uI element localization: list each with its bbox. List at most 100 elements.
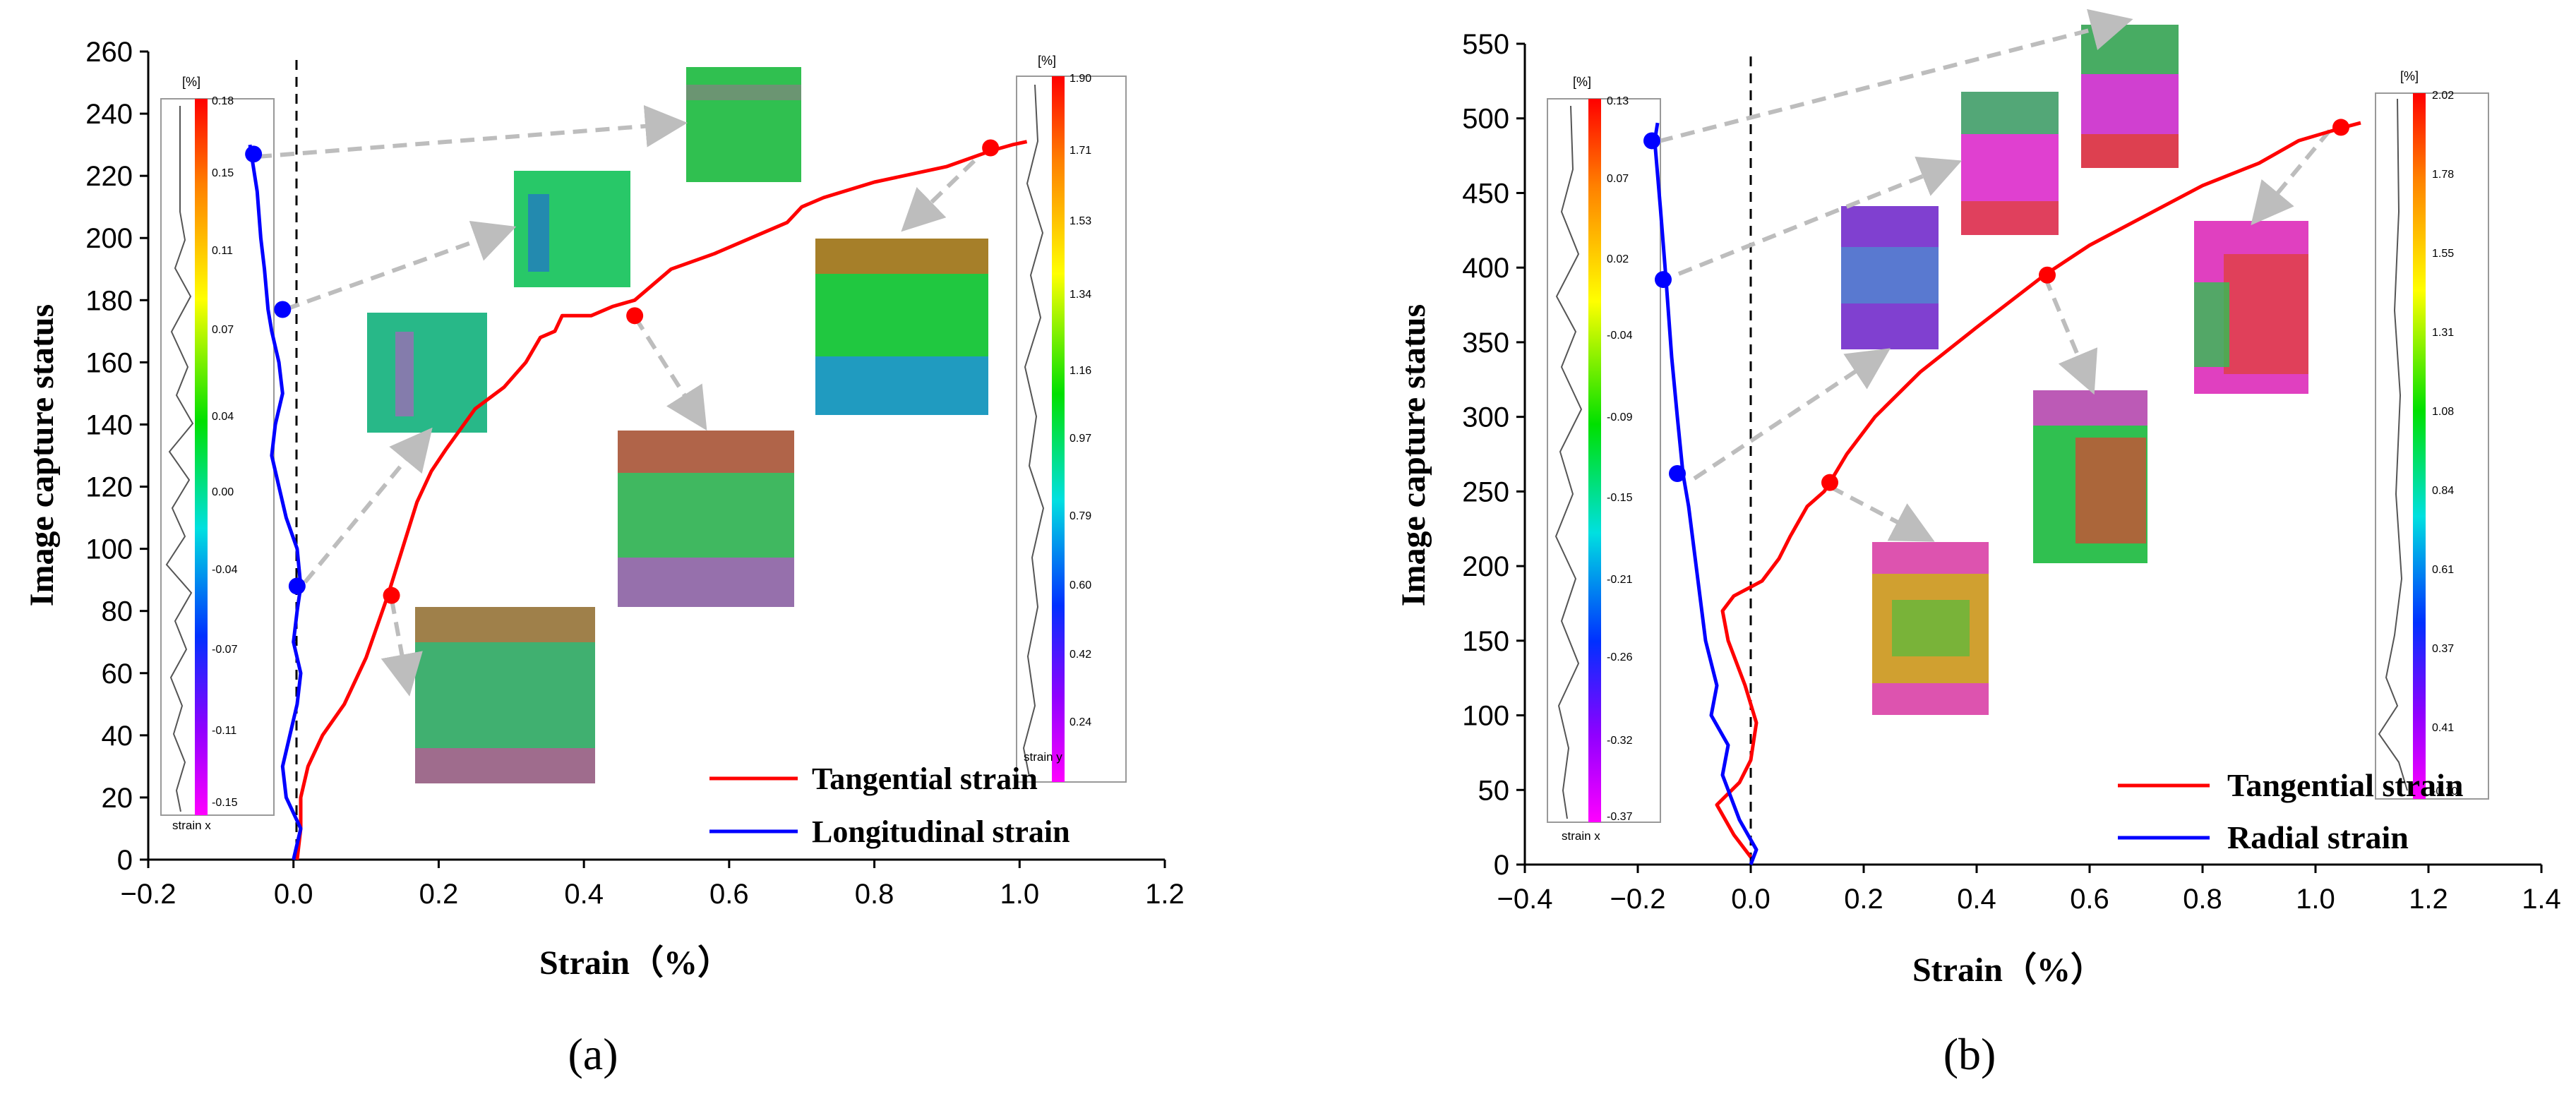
colorbar-tick: 0.41	[2432, 722, 2454, 734]
panel-b-arrows	[1658, 8, 2332, 542]
colorbar-label: strain x	[1562, 829, 1600, 843]
colorbar-tick: 0.15	[212, 167, 234, 179]
arrow	[257, 104, 688, 159]
panel-a-y-tick-label: 120	[85, 472, 133, 503]
panel-b-x-axis-title: Strain（%）	[1912, 951, 2104, 989]
colorbar-tick: 0.60	[1070, 579, 1091, 591]
strain-map-image	[815, 356, 988, 415]
strain-map-image	[1841, 247, 1939, 303]
arrow	[1693, 348, 1891, 481]
strain-map-image	[2081, 25, 2179, 74]
colorbar-tick: 0.18	[212, 95, 234, 107]
colorbar-unit: [%]	[1573, 75, 1591, 89]
colorbar-histogram	[1022, 84, 1045, 777]
panel-a-marker	[245, 145, 263, 163]
colorbar-gradient	[1052, 76, 1065, 782]
strain-map-image	[415, 607, 595, 642]
panel-b-y-tick-label: 150	[1462, 626, 1509, 657]
panel-a-x-tick-label: 1.0	[1000, 879, 1039, 910]
legend-label-radial: Radial strain	[2227, 819, 2409, 855]
panel-a-y-tick-label: 60	[102, 658, 133, 690]
arrow	[1829, 485, 1935, 542]
panel-a-colorbar-strain-x: [%] strain x 0.18 0.15 0.11 0.07 0.04 0.…	[160, 75, 275, 832]
panel-a-y-tick-label: 100	[85, 534, 133, 565]
colorbar-tick: 0.42	[1070, 649, 1091, 661]
panel-a-y-axis-title: Image capture status	[23, 304, 61, 606]
colorbar-tick: -0.37	[1607, 811, 1633, 823]
panel-a-label: (a)	[568, 1029, 618, 1079]
panel-b-marker	[1669, 464, 1686, 482]
colorbar-frame	[160, 98, 275, 816]
legend-label-tangential: Tangential strain	[812, 762, 1038, 796]
arrow	[2251, 129, 2332, 226]
panel-a-y-tick-label: 20	[102, 783, 133, 814]
colorbar-gradient	[2413, 93, 2426, 799]
arrow	[901, 159, 976, 232]
panel-a: −0.2 0.0 0.2 0.4 0.6 0.8 1.0 1.2 0 20 40 60 80 100 120…	[23, 37, 1185, 1079]
colorbar-tick: 0.13	[1607, 95, 1629, 107]
panel-b-y-tick-label: 500	[1462, 104, 1509, 135]
panel-a-marker	[626, 307, 644, 325]
panel-a-y-tick-label: 180	[85, 285, 133, 316]
panel-b-x-tick-label: −0.2	[1610, 884, 1666, 915]
strain-map-image	[618, 431, 794, 473]
colorbar-tick: 1.78	[2432, 169, 2454, 181]
colorbar-tick: 0.37	[2432, 643, 2454, 655]
strain-map-image	[1961, 92, 2059, 134]
colorbar-tick: 0.97	[1070, 433, 1091, 445]
colorbar-tick: -0.10	[2432, 786, 2458, 798]
strain-map-image	[686, 67, 801, 182]
panel-b-x-tick-label: 0.6	[2070, 884, 2109, 915]
colorbar-tick: -0.15	[212, 797, 238, 809]
panel-a-marker	[982, 139, 1000, 157]
strain-map-image	[2194, 282, 2229, 367]
panel-a-marker	[288, 577, 306, 595]
panel-a-marker	[274, 301, 292, 318]
panel-b-label: (b)	[1943, 1029, 1996, 1079]
panel-b-series	[1653, 121, 2361, 865]
panel-b-strain-maps	[1841, 25, 2308, 715]
panel-a-y-tick-label: 40	[102, 721, 133, 752]
panel-b-marker	[1655, 271, 1672, 289]
colorbar-unit: [%]	[182, 75, 200, 89]
panel-b-y-tick-label: 50	[1478, 775, 1510, 806]
panel-a-y-tick-label: 200	[85, 223, 133, 254]
legend-label-tangential: Tangential strain	[2227, 767, 2463, 803]
colorbar-histogram	[1554, 105, 1583, 819]
colorbar-tick: 0.79	[1070, 510, 1091, 522]
colorbar-tick: 0.00	[212, 486, 234, 498]
panel-b-y-tick-label: 100	[1462, 701, 1509, 732]
arrow	[303, 427, 433, 584]
panel-b-y-tick-label: 350	[1462, 327, 1509, 359]
panel-b-x-tick-label: 1.0	[2296, 884, 2335, 915]
panel-b-series-tangential-strain	[1715, 121, 2361, 858]
panel-b-legend: Tangential strain Radial strain	[2118, 767, 2463, 855]
panel-a-series-tangential-strain	[295, 140, 1028, 860]
panel-b-x-tick-label: 0.0	[1731, 884, 1771, 915]
panel-b-y-axis-title: Image capture status	[1395, 304, 1432, 606]
colorbar-tick: 1.31	[2432, 327, 2454, 339]
panel-b-colorbar-strain-y: [%] 2.02 1.78 1.55 1.31 1.08 0.84 0.61 0…	[2375, 69, 2489, 800]
colorbar-tick: 0.11	[212, 245, 233, 257]
panel-a-strain-maps	[367, 67, 988, 783]
strain-map-image	[2224, 254, 2308, 374]
panel-a-y-tick-label: 160	[85, 347, 133, 378]
colorbar-tick: 0.84	[2432, 485, 2454, 497]
colorbar-histogram	[165, 106, 194, 812]
strain-map-image	[1872, 542, 1989, 574]
colorbar-unit: [%]	[2400, 69, 2419, 83]
colorbar-tick: 0.61	[2432, 564, 2454, 576]
panel-b-marker	[1643, 132, 1660, 150]
colorbar-tick: 1.34	[1070, 289, 1091, 301]
panel-a-y-tick-label: 260	[85, 37, 133, 68]
strain-map-image	[1961, 201, 2059, 235]
colorbar-frame	[2375, 92, 2489, 800]
arrow	[1677, 156, 1963, 276]
panel-a-x-axis-title: Strain（%）	[539, 944, 731, 982]
colorbar-label: strain y	[1024, 750, 1062, 764]
panel-b-markers	[1643, 119, 2349, 491]
colorbar-tick: 2.02	[2432, 90, 2454, 102]
strain-map-image	[528, 194, 549, 272]
colorbar-tick: 1.71	[1070, 145, 1091, 157]
